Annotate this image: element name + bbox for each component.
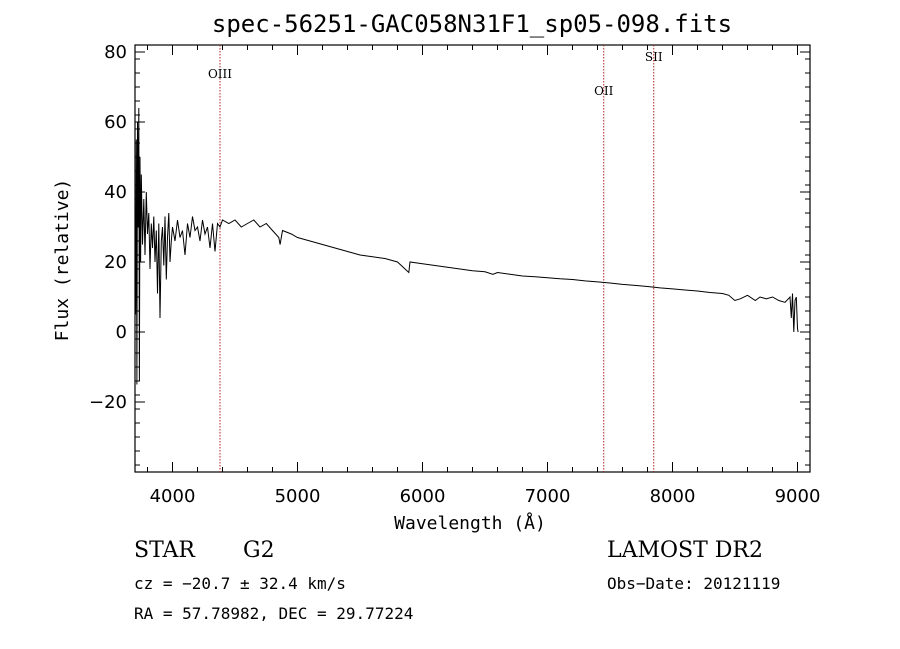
coordinates: RA = 57.78982, DEC = 29.77224: [134, 604, 414, 623]
major-ticks: [135, 45, 810, 472]
y-axis-label: Flux (relative): [52, 179, 73, 342]
x-tick-label: 8000: [650, 486, 696, 507]
y-tick-label: −20: [89, 392, 127, 413]
survey-name: LAMOST DR2: [607, 538, 763, 563]
marker-label: OIII: [208, 67, 232, 81]
object-class: STAR: [134, 538, 195, 563]
y-tick-label: 60: [104, 112, 127, 133]
y-tick-label: 80: [104, 42, 127, 63]
x-tick-label: 7000: [525, 486, 571, 507]
x-tick-label: 5000: [275, 486, 321, 507]
x-tick-label: 9000: [775, 486, 821, 507]
x-tick-label: 6000: [400, 486, 446, 507]
y-tick-label: 20: [104, 252, 127, 273]
y-tick-label: 0: [116, 322, 127, 343]
x-tick-labels: 4000 5000 6000 7000 8000 9000: [150, 486, 821, 507]
obs-date: Obs−Date: 20121119: [607, 574, 781, 593]
minor-ticks: [135, 44, 810, 472]
object-subclass: G2: [243, 538, 275, 563]
x-axis-label: Wavelength (Å): [394, 512, 546, 534]
y-tick-label: 40: [104, 182, 127, 203]
spectrum-line: [134, 107, 799, 385]
redshift-readout: cz = −20.7 ± 32.4 km/s: [134, 574, 346, 593]
chart-title: spec-56251-GAC058N31F1_sp05-098.fits: [212, 10, 732, 38]
marker-label: SII: [645, 50, 663, 64]
plot-frame: [134, 44, 811, 473]
y-tick-labels: −20 0 20 40 60 80: [89, 42, 127, 413]
line-markers: OIII OII SII: [208, 45, 663, 472]
x-tick-label: 4000: [150, 486, 196, 507]
marker-label: OII: [594, 84, 614, 98]
